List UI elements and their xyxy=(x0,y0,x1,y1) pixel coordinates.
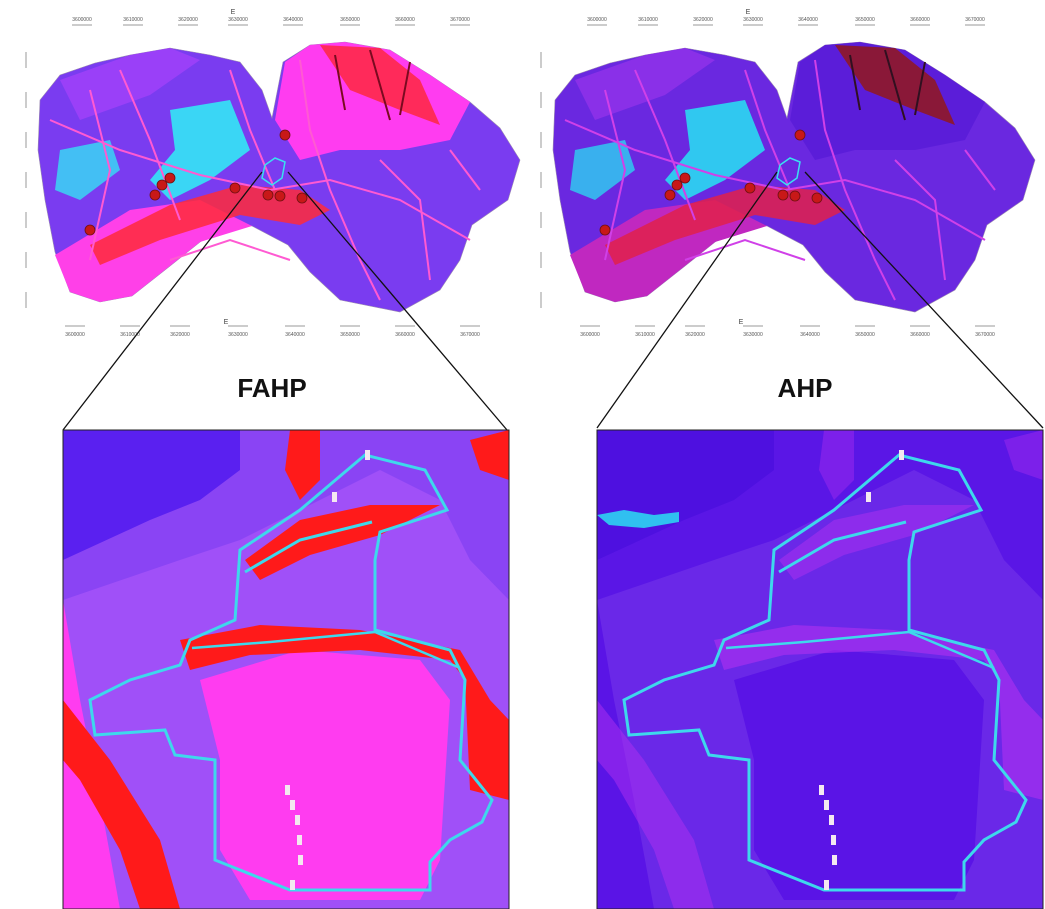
sample-point xyxy=(165,173,175,183)
pixel-marker xyxy=(824,880,829,890)
sample-point xyxy=(680,173,690,183)
pixel-marker xyxy=(298,855,303,865)
page: {"panels": [ {"title": "FAHP", "axis_lab… xyxy=(0,0,1045,909)
axis-label: E xyxy=(746,9,751,16)
tick-label: 3600000 xyxy=(587,17,607,23)
tick-label: 3630000 xyxy=(743,17,763,23)
pixel-marker xyxy=(866,492,871,502)
tick-label: 3640000 xyxy=(283,17,303,23)
tick-label: 3660000 xyxy=(395,17,415,23)
sample-point xyxy=(297,193,307,203)
axis-label: E xyxy=(231,9,236,16)
tick-label: 3670000 xyxy=(460,332,480,338)
panel-title: AHP xyxy=(778,373,833,403)
sample-point xyxy=(275,191,285,201)
sample-point xyxy=(665,190,675,200)
pixel-marker xyxy=(332,492,337,502)
tick-label: 3630000 xyxy=(228,332,248,338)
tick-label: 3660000 xyxy=(910,17,930,23)
overview-map: 3600000 3610000 3620000 3630000 3640000 36500… xyxy=(26,9,520,338)
sample-point xyxy=(812,193,822,203)
sample-point xyxy=(672,180,682,190)
tick-label: 3630000 xyxy=(743,332,763,338)
axis-label: E xyxy=(224,319,229,326)
sample-point xyxy=(157,180,167,190)
panel-title: FAHP xyxy=(237,373,306,403)
zoom-view xyxy=(63,430,509,909)
sample-point xyxy=(230,183,240,193)
sample-point xyxy=(745,183,755,193)
land-class xyxy=(734,650,984,900)
sample-point xyxy=(85,225,95,235)
pixel-marker xyxy=(831,835,836,845)
pixel-marker xyxy=(365,450,370,460)
tick-label: 3620000 xyxy=(170,332,190,338)
land-class xyxy=(200,650,450,900)
pixel-marker xyxy=(819,785,824,795)
sample-point xyxy=(795,130,805,140)
tick-label: 3670000 xyxy=(965,17,985,23)
pixel-marker xyxy=(295,815,300,825)
pixel-marker xyxy=(285,785,290,795)
tick-label: 3650000 xyxy=(855,332,875,338)
pixel-marker xyxy=(824,800,829,810)
figure: FAHP AHP 3600000 3610000 3620000 3630000 364… xyxy=(0,0,1045,909)
tick-label: 3670000 xyxy=(975,332,995,338)
tick-label: 3660000 xyxy=(395,332,415,338)
pixel-marker xyxy=(832,855,837,865)
tick-label: 3600000 xyxy=(65,332,85,338)
zoom-content xyxy=(63,430,509,909)
pixel-marker xyxy=(899,450,904,460)
sample-point xyxy=(778,190,788,200)
tick-label: 3650000 xyxy=(340,332,360,338)
zoom-content xyxy=(597,430,1043,909)
tick-label: 3630000 xyxy=(228,17,248,23)
tick-label: 3620000 xyxy=(685,332,705,338)
sample-point xyxy=(263,190,273,200)
tick-label: 3650000 xyxy=(340,17,360,23)
axis-label: E xyxy=(739,319,744,326)
tick-label: 3600000 xyxy=(580,332,600,338)
overview-map: 3600000 3610000 3620000 3630000 3640000 36500… xyxy=(541,9,1035,338)
sample-point xyxy=(150,190,160,200)
tick-label: 3660000 xyxy=(910,332,930,338)
tick-label: 3610000 xyxy=(123,17,143,23)
pixel-marker xyxy=(829,815,834,825)
pixel-marker xyxy=(290,880,295,890)
tick-label: 3610000 xyxy=(638,17,658,23)
tick-label: 3670000 xyxy=(450,17,470,23)
tick-label: 3620000 xyxy=(693,17,713,23)
sample-point xyxy=(280,130,290,140)
tick-label: 3620000 xyxy=(178,17,198,23)
tick-label: 3640000 xyxy=(800,332,820,338)
tick-label: 3640000 xyxy=(285,332,305,338)
tick-label: 3600000 xyxy=(72,17,92,23)
sample-point xyxy=(600,225,610,235)
sample-point xyxy=(790,191,800,201)
tick-label: 3650000 xyxy=(855,17,875,23)
tick-label: 3640000 xyxy=(798,17,818,23)
pixel-marker xyxy=(290,800,295,810)
zoom-view xyxy=(597,430,1043,909)
tick-label: 3610000 xyxy=(635,332,655,338)
pixel-marker xyxy=(297,835,302,845)
